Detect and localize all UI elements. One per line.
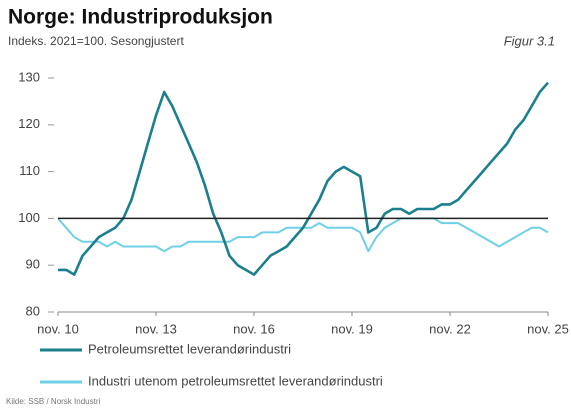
chart-title: Norge: Industriproduksjon (8, 6, 273, 29)
figure-label: Figur 3.1 (504, 33, 555, 48)
x-tick-label: nov. 22 (429, 321, 471, 336)
source: Kilde: SSB / Norsk Industri (6, 397, 100, 406)
y-tick-label: 110 (19, 163, 40, 178)
series-line (57, 217, 549, 253)
y-tick-label: 130 (18, 69, 40, 84)
x-tick-label: nov. 16 (233, 321, 275, 336)
y-tick-label: 90 (26, 257, 40, 272)
x-tick-label: nov. 25 (527, 321, 569, 336)
y-tick-label: 80 (26, 303, 40, 318)
series-line (58, 81, 549, 276)
chart-subtitle: Indeks. 2021=100. Sesongjustert (8, 34, 184, 48)
legend-label: Petroleumsrettet leverandørindustri (88, 341, 291, 356)
x-tick-label: nov. 10 (37, 321, 79, 336)
legend-label: Industri utenom petroleumsrettet leveran… (88, 373, 383, 388)
y-tick-label: 100 (18, 210, 40, 225)
x-tick-label: nov. 19 (331, 321, 373, 336)
x-tick-label: nov. 13 (135, 321, 177, 336)
y-tick-label: 120 (18, 116, 40, 131)
